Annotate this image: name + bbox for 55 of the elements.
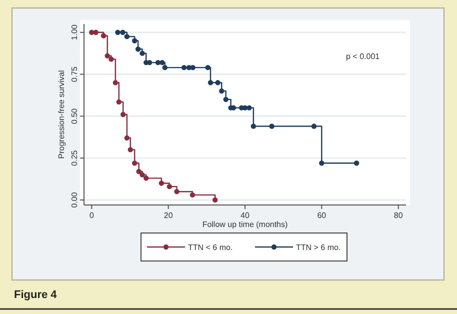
y-axis-title: Progression-free survival: [57, 70, 66, 159]
point: [219, 88, 224, 94]
point: [166, 184, 172, 190]
point: [112, 80, 118, 86]
point: [354, 160, 360, 166]
point: [135, 46, 141, 52]
point: [319, 160, 324, 166]
annotation: p < 0.001: [346, 52, 380, 61]
point: [132, 160, 138, 166]
point: [311, 124, 317, 129]
point: [93, 30, 98, 35]
point: [136, 168, 142, 174]
point: [215, 80, 220, 86]
point: [223, 96, 228, 102]
legend-label: TTN < 6 mo.: [188, 243, 233, 252]
x-axis-title: Follow up time (months): [202, 220, 288, 229]
point: [190, 192, 196, 198]
point: [246, 105, 252, 110]
x-tick-label: 80: [394, 211, 404, 220]
y-tick-label: 0.50: [70, 108, 79, 124]
point: [140, 172, 145, 178]
text: Figure 4: [14, 289, 58, 301]
x-tick-label: 20: [164, 211, 174, 220]
y-tick-label: 0.75: [70, 66, 79, 82]
point: [89, 30, 94, 35]
x-tick-label: 60: [317, 211, 327, 220]
point: [162, 64, 168, 70]
point: [212, 197, 218, 203]
point: [181, 64, 187, 70]
point: [120, 30, 126, 35]
x-tick-label: 0: [89, 211, 94, 220]
point: [100, 33, 106, 38]
point: [124, 34, 130, 40]
legend-label: TTN > 6 mo.: [296, 243, 341, 252]
point: [124, 135, 130, 141]
point: [208, 80, 214, 86]
point: [120, 112, 126, 118]
point: [108, 56, 114, 62]
point: [115, 30, 120, 35]
point: [269, 124, 274, 129]
point: [140, 50, 145, 56]
point: [205, 64, 210, 70]
y-tick-label: 0.25: [70, 150, 79, 166]
y-tick-label: 1.00: [70, 24, 79, 40]
point: [104, 53, 110, 58]
point: [144, 176, 149, 181]
point: [174, 188, 180, 194]
point: [158, 180, 164, 186]
x-tick-label: 40: [240, 211, 250, 220]
point: [116, 99, 122, 105]
point: [128, 147, 133, 152]
y-tick-label: 0.00: [70, 192, 79, 208]
point: [250, 124, 256, 129]
point: [132, 38, 138, 44]
point: [160, 60, 165, 66]
